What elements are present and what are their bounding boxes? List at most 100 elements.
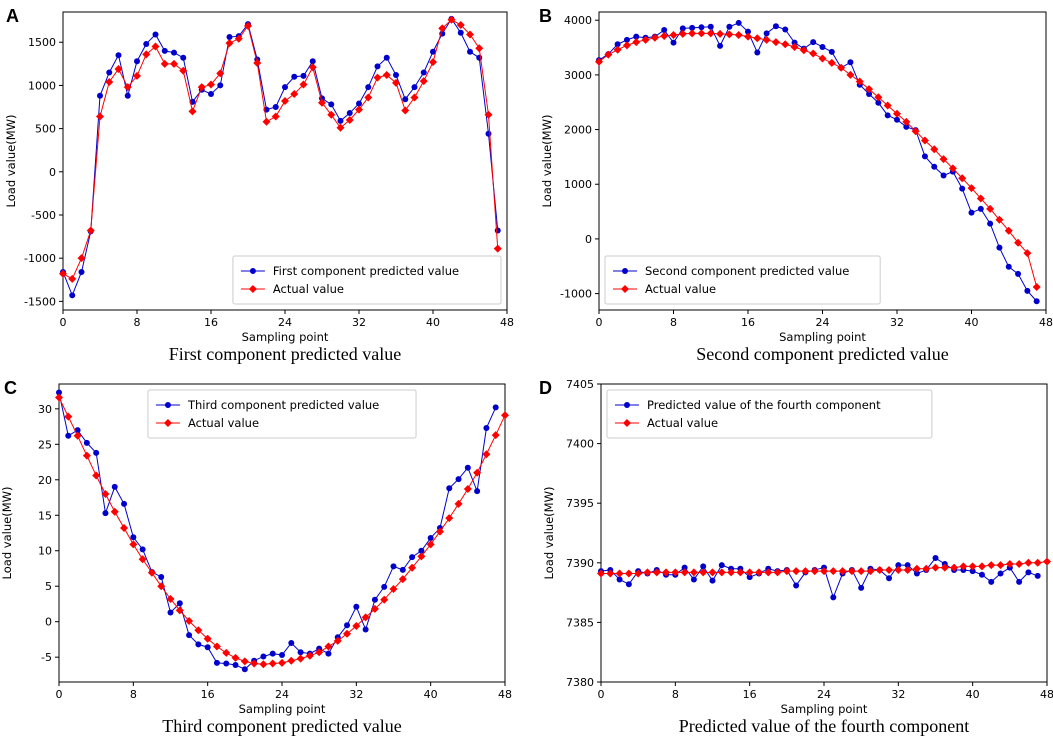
data-point: [494, 227, 501, 234]
data-point: [281, 96, 289, 105]
data-point: [435, 527, 444, 536]
data-point: [402, 96, 409, 103]
data-point: [634, 569, 643, 578]
data-point: [389, 585, 398, 594]
data-point: [625, 581, 632, 588]
data-point: [885, 565, 894, 574]
data-point: [958, 174, 967, 183]
data-point: [762, 35, 771, 44]
data-point: [699, 568, 708, 577]
data-point: [744, 32, 752, 41]
data-point: [995, 215, 1004, 224]
data-point: [328, 101, 335, 108]
legend-box: [232, 255, 502, 305]
data-point: [362, 626, 369, 633]
data-point: [240, 657, 249, 666]
data-point: [727, 568, 736, 577]
data-point: [931, 163, 938, 170]
x-tick-label: 48: [500, 316, 514, 329]
data-point: [409, 554, 416, 561]
legend-box: [606, 389, 933, 439]
data-point: [143, 40, 150, 47]
x-axis-label: Sampling point: [239, 702, 326, 716]
x-tick-label: 0: [56, 688, 63, 701]
legend: Third component predicted value Actual va…: [147, 389, 417, 439]
data-point: [820, 567, 828, 576]
data-point: [213, 659, 220, 666]
data-point: [679, 25, 686, 32]
data-point: [398, 575, 407, 584]
data-point: [492, 404, 499, 411]
data-point: [114, 65, 123, 74]
data-point: [260, 653, 267, 660]
data-point: [819, 43, 826, 50]
data-point: [370, 604, 379, 613]
data-point: [847, 59, 854, 66]
data-point: [624, 569, 633, 578]
data-point: [133, 71, 141, 80]
y-tick-label: -500: [31, 209, 56, 222]
data-point: [1014, 238, 1023, 247]
data-point: [241, 666, 248, 673]
y-tick-label: -1000: [24, 252, 56, 265]
data-point: [147, 568, 156, 577]
legend-entry: Actual value: [645, 282, 716, 296]
data-point: [327, 110, 336, 119]
data-point: [1025, 569, 1032, 576]
data-point: [463, 485, 472, 494]
data-point: [613, 45, 622, 54]
panel-caption: Predicted value of the fourth component: [679, 716, 969, 736]
data-point: [660, 32, 669, 41]
data-point: [491, 431, 500, 440]
data-point: [408, 563, 417, 572]
data-point: [652, 568, 661, 577]
data-point: [186, 632, 193, 639]
data-point: [913, 570, 920, 577]
data-point: [1032, 283, 1041, 292]
data-point: [799, 46, 808, 55]
data-point: [102, 510, 109, 517]
data-point: [179, 66, 188, 75]
data-point: [188, 107, 197, 116]
x-axis-label: Sampling point: [781, 702, 868, 716]
y-tick-label: 0: [45, 616, 52, 629]
x-tick-label: 24: [278, 316, 292, 329]
data-point: [874, 93, 883, 102]
data-point: [615, 569, 624, 578]
data-point: [296, 654, 305, 663]
data-point: [614, 41, 621, 48]
data-point: [689, 568, 698, 577]
data-point: [1016, 578, 1023, 585]
data-point: [207, 80, 215, 89]
data-point: [986, 204, 995, 213]
data-point: [623, 36, 630, 43]
data-point: [1005, 559, 1014, 568]
data-point: [902, 117, 911, 126]
y-axis-label: Load value(MW): [540, 115, 554, 208]
x-axis-label: Sampling point: [779, 330, 866, 344]
y-tick-label: 7395: [566, 497, 594, 510]
data-point: [690, 576, 697, 583]
data-point: [939, 155, 948, 164]
data-point: [157, 582, 166, 591]
data-point: [65, 432, 72, 439]
x-tick-label: 32: [352, 316, 366, 329]
y-tick-label: 1000: [564, 178, 592, 191]
data-point: [959, 185, 966, 192]
data-point: [142, 50, 151, 59]
data-point: [170, 59, 178, 68]
data-point: [875, 565, 884, 574]
y-tick-label: 3000: [564, 69, 592, 82]
data-point: [55, 393, 63, 402]
legend-swatch-marker: [249, 268, 256, 274]
data-point: [930, 145, 939, 154]
legend-box: [604, 255, 881, 305]
panel-caption: Second component predicted value: [696, 344, 948, 364]
data-point: [912, 564, 921, 573]
x-tick-label: 0: [598, 688, 605, 701]
y-tick-label: -1500: [24, 295, 56, 308]
data-point: [482, 450, 491, 459]
y-tick-label: 25: [38, 438, 52, 451]
data-point: [680, 568, 689, 577]
data-point: [996, 244, 1003, 251]
